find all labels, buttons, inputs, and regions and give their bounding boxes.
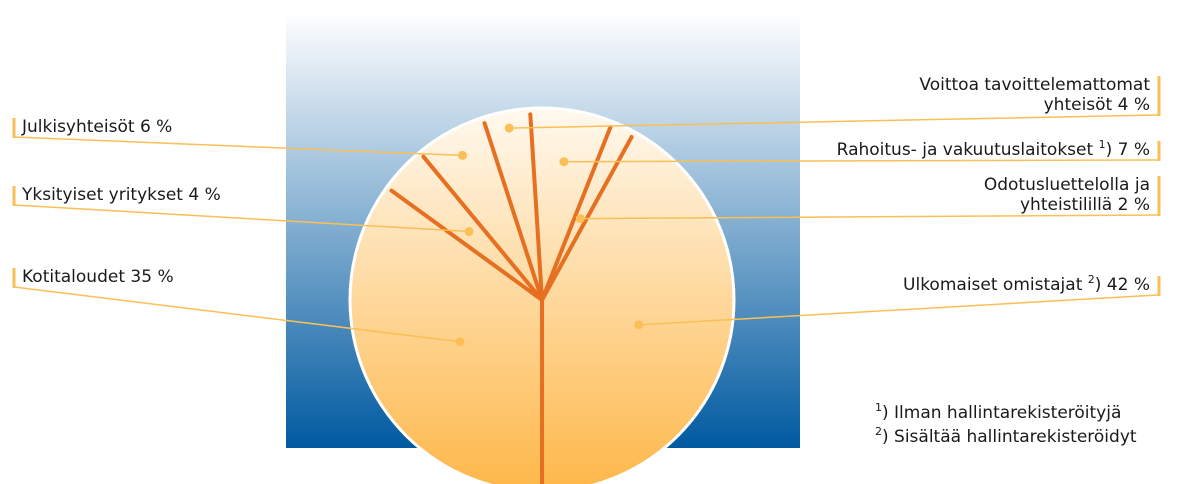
slice-markers (455, 123, 644, 347)
leader-line (13, 204, 470, 233)
leader-lines (12, 76, 1161, 343)
slice-label: Ulkomaiset omistajat 2) 42 % (903, 273, 1150, 295)
slice-divider (482, 121, 544, 302)
slice-labels: Ulkomaiset omistajat 2) 42 % Odotusluette… (21, 75, 1150, 295)
leader-line (509, 114, 1159, 129)
leader-line (563, 159, 1159, 163)
leader-line (638, 294, 1159, 326)
slice-marker (575, 214, 585, 224)
slice-label: Rahoitus- ja vakuutuslaitokset 1) 7 % (837, 138, 1150, 160)
slice-label: Julkisyhteisöt 6 % (21, 117, 172, 137)
slice-divider (540, 125, 613, 302)
slice-label: Yksityiset yritykset 4 % (21, 185, 221, 205)
leader-line (580, 214, 1159, 220)
slice-label: Kotitaloudet 35 % (22, 267, 174, 287)
slice-label: Odotusluettelolla ja yhteistilillä 2 % (984, 175, 1150, 215)
slice-marker (504, 123, 514, 133)
slice-dividers (389, 112, 634, 484)
slice-marker (634, 320, 644, 330)
leader-line (13, 286, 461, 343)
slice-marker (464, 227, 474, 237)
slice-marker (559, 157, 569, 167)
slice-marker (455, 337, 465, 347)
slice-divider (421, 154, 544, 302)
footnote: 1) Ilman hallintarekisteröityjä (875, 401, 1121, 423)
leader-line (13, 136, 463, 157)
footnote: 2) Sisältää hallintarekisteröidyt (875, 425, 1137, 447)
slice-divider (528, 112, 544, 302)
slice-divider (389, 188, 544, 302)
slice-marker (458, 150, 468, 160)
slice-label: Voittoa tavoittelemattomat yhteisöt 4 % (919, 75, 1150, 115)
